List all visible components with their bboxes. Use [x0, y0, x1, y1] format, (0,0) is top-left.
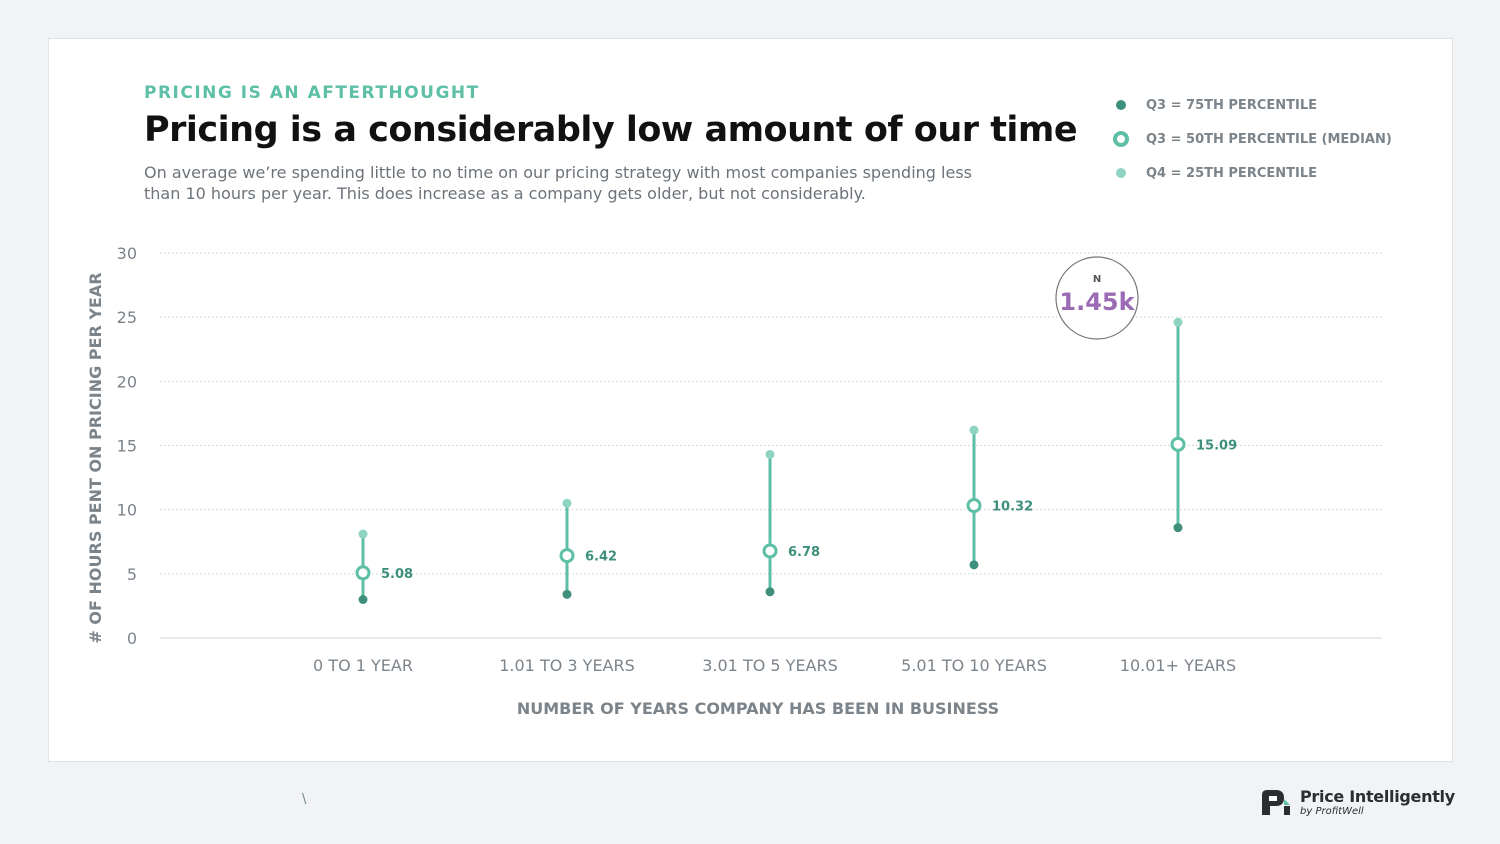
- y-axis-label: # OF HOURS PENT ON PRICING PER YEAR: [86, 272, 105, 643]
- data-label: 6.42: [585, 550, 617, 565]
- point-25th: [969, 425, 979, 435]
- data-label: 15.09: [1196, 438, 1237, 453]
- point-25th: [1173, 317, 1183, 327]
- sample-size-badge: N 1.45k: [1055, 256, 1139, 340]
- point-median: [559, 548, 575, 564]
- point-median: [355, 565, 371, 581]
- legend-item-25th: Q4 = 25TH PERCENTILE: [1112, 156, 1392, 190]
- point-median: [966, 498, 982, 514]
- light-dot-icon: [1116, 168, 1126, 178]
- y-tick-label: 30: [117, 244, 137, 263]
- point-75th: [765, 587, 775, 597]
- data-label: 6.78: [788, 545, 820, 560]
- chart-card: [48, 38, 1453, 762]
- legend-label: Q4 = 25TH PERCENTILE: [1146, 165, 1317, 181]
- x-tick-label: 0 TO 1 YEAR: [313, 656, 413, 675]
- badge-label: N: [1093, 274, 1101, 285]
- y-tick-label: 20: [117, 372, 137, 391]
- y-tick-label: 25: [117, 308, 137, 327]
- x-tick-label: 3.01 TO 5 YEARS: [702, 656, 838, 675]
- point-25th: [358, 529, 368, 539]
- brand-logo: Price Intelligently by ProfitWell: [1260, 787, 1455, 817]
- page-title: Pricing is a considerably low amount of …: [144, 110, 1078, 150]
- price-intelligently-logo-icon: [1262, 790, 1290, 815]
- legend-label: Q3 = 50TH PERCENTILE (MEDIAN): [1146, 131, 1392, 147]
- brand-byline: by ProfitWell: [1300, 806, 1364, 817]
- x-tick-label: 5.01 TO 10 YEARS: [901, 656, 1047, 675]
- y-tick-label: 0: [127, 629, 137, 648]
- y-tick-label: 10: [117, 501, 137, 520]
- point-75th: [562, 589, 572, 599]
- point-75th: [969, 560, 979, 570]
- brand-name: Price Intelligently: [1300, 787, 1455, 806]
- point-75th: [1173, 523, 1183, 533]
- kicker: PRICING IS AN AFTERTHOUGHT: [144, 83, 480, 103]
- point-25th: [765, 449, 775, 459]
- x-tick-label: 1.01 TO 3 YEARS: [499, 656, 635, 675]
- data-label: 10.32: [992, 500, 1033, 515]
- legend-item-75th: Q3 = 75TH PERCENTILE: [1112, 88, 1392, 122]
- badge-value: 1.45k: [1059, 288, 1135, 316]
- x-tick-label: 10.01+ YEARS: [1120, 656, 1236, 675]
- stray-mark: \: [302, 792, 307, 807]
- point-median: [1170, 436, 1186, 452]
- data-label: 5.08: [381, 567, 413, 582]
- solid-dot-icon: [1116, 100, 1126, 110]
- legend-label: Q3 = 75TH PERCENTILE: [1146, 97, 1317, 113]
- subtitle: On average we’re spending little to no t…: [144, 163, 972, 203]
- y-tick-label: 15: [117, 437, 137, 456]
- point-25th: [562, 498, 572, 508]
- x-axis-label: NUMBER OF YEARS COMPANY HAS BEEN IN BUSI…: [517, 699, 999, 718]
- y-tick-label: 5: [127, 565, 137, 584]
- ring-icon: [1113, 131, 1129, 147]
- point-75th: [358, 595, 368, 604]
- legend: Q3 = 75TH PERCENTILE Q3 = 50TH PERCENTIL…: [1112, 88, 1392, 190]
- legend-item-median: Q3 = 50TH PERCENTILE (MEDIAN): [1112, 122, 1392, 156]
- point-median: [762, 543, 778, 559]
